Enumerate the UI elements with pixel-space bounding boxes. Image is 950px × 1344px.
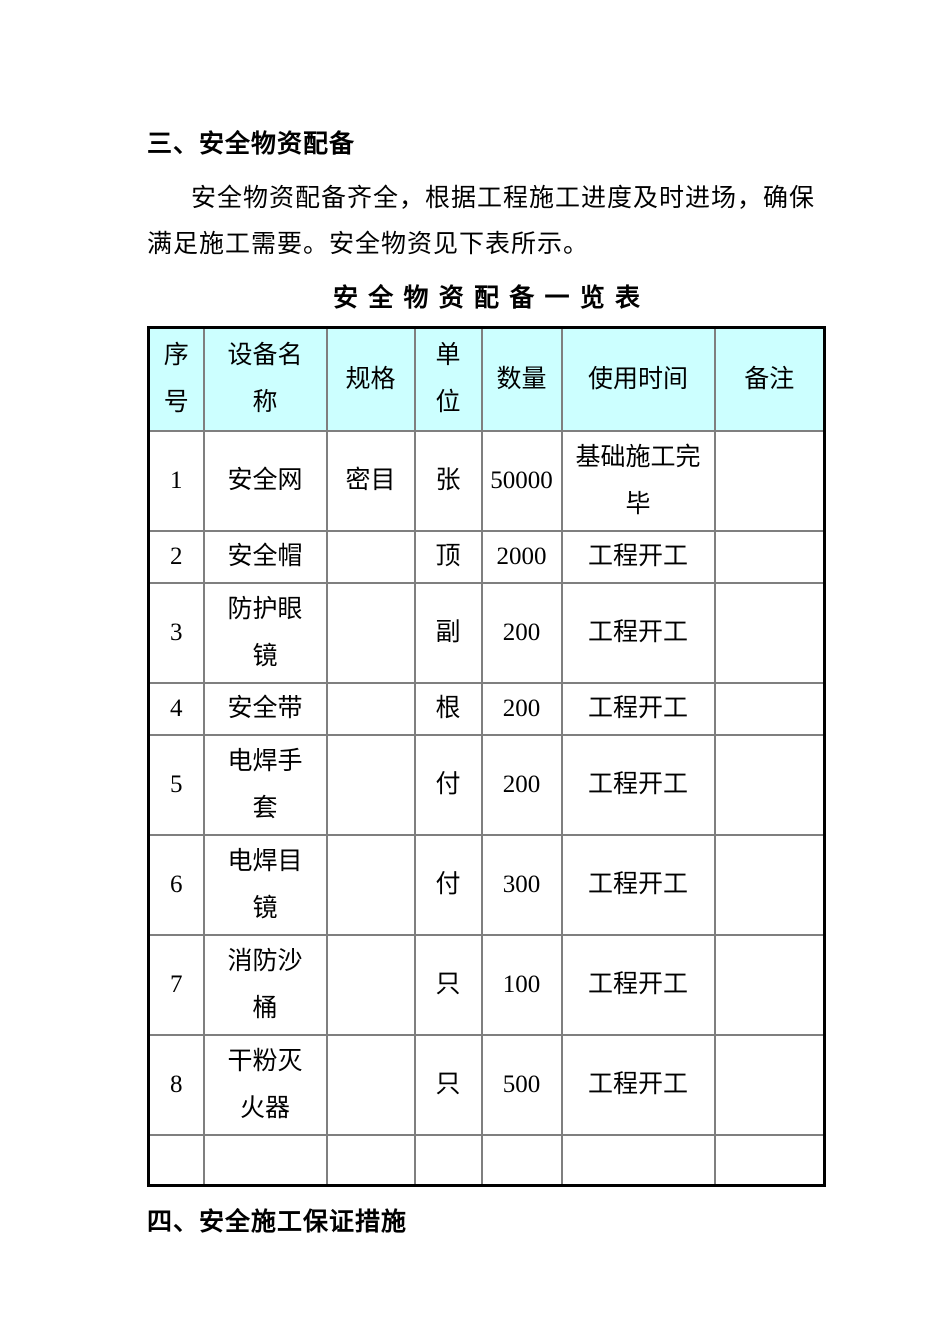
table-cell <box>325 681 416 736</box>
table-cell: 消防沙 桶 <box>202 933 328 1036</box>
table-cell: 8 <box>147 1033 205 1136</box>
table-cell: 干粉灭 火器 <box>202 1033 328 1136</box>
table-cell: 2000 <box>480 529 563 584</box>
table-cell: 付 <box>413 833 483 936</box>
table-cell: 500 <box>480 1033 563 1136</box>
paragraph-line: 满足施工需要。安全物资见下表所示。 <box>147 231 590 258</box>
header-cell-remarks: 备注 <box>713 326 826 432</box>
table-cell: 安全带 <box>202 681 328 736</box>
table-cell <box>325 833 416 936</box>
table-cell: 付 <box>413 733 483 836</box>
table-cell: 密目 <box>325 429 416 532</box>
table-title: 安 全 物 资 配 备 一 览 表 <box>332 285 642 312</box>
table-cell <box>325 529 416 584</box>
table-cell: 50000 <box>480 429 563 532</box>
table-cell: 200 <box>480 681 563 736</box>
table-cell: 防护眼 镜 <box>202 581 328 684</box>
table-cell: 300 <box>480 833 563 936</box>
table-cell: 根 <box>413 681 483 736</box>
table-cell <box>713 833 826 936</box>
table-cell: 工程开工 <box>560 529 716 584</box>
table-row: 5 电焊手 套 付 200 工程开工 <box>147 733 826 836</box>
intro-paragraph: 安全物资配备齐全，根据工程施工进度及时进场，确保 满足施工需要。安全物资见下表所… <box>147 176 828 268</box>
table-row: 3 防护眼 镜 副 200 工程开工 <box>147 581 826 684</box>
table-cell <box>325 581 416 684</box>
table-cell: 安全网 <box>202 429 328 532</box>
table-cell <box>713 933 826 1036</box>
table-cell: 电焊手 套 <box>202 733 328 836</box>
table-cell: 工程开工 <box>560 1033 716 1136</box>
table-cell: 安全帽 <box>202 529 328 584</box>
table-cell <box>713 429 826 532</box>
table-cell: 副 <box>413 581 483 684</box>
table-cell: 2 <box>147 529 205 584</box>
table-row: 4 安全带 根 200 工程开工 <box>147 681 826 736</box>
table-row: 2 安全帽 顶 2000 工程开工 <box>147 529 826 584</box>
table-cell <box>325 1133 416 1187</box>
table-cell <box>713 681 826 736</box>
table-cell: 100 <box>480 933 563 1036</box>
table-row <box>147 1133 826 1187</box>
header-cell-unit: 单 位 <box>413 326 483 432</box>
table-cell: 3 <box>147 581 205 684</box>
table-cell <box>713 1033 826 1136</box>
table-cell <box>325 933 416 1036</box>
table-header-row: 序 号 设备名 称 规格 单 位 数量 使用时间 备注 <box>147 326 826 432</box>
table-cell <box>713 1133 826 1187</box>
table-cell: 只 <box>413 933 483 1036</box>
table-cell: 1 <box>147 429 205 532</box>
table-cell: 200 <box>480 581 563 684</box>
table-cell <box>325 1033 416 1136</box>
table-cell: 200 <box>480 733 563 836</box>
table-cell: 只 <box>413 1033 483 1136</box>
table-cell <box>713 733 826 836</box>
table-cell: 4 <box>147 681 205 736</box>
header-cell-quantity: 数量 <box>480 326 563 432</box>
table-cell: 工程开工 <box>560 933 716 1036</box>
materials-table: 序 号 设备名 称 规格 单 位 数量 使用时间 备注 1 安全网 密目 张 5… <box>147 326 826 1187</box>
table-row: 7 消防沙 桶 只 100 工程开工 <box>147 933 826 1036</box>
table-cell: 基础施工完 毕 <box>560 429 716 532</box>
table-cell: 工程开工 <box>560 833 716 936</box>
header-cell-equipment-name: 设备名 称 <box>202 326 328 432</box>
table-cell: 顶 <box>413 529 483 584</box>
paragraph-line: 安全物资配备齐全，根据工程施工进度及时进场，确保 <box>191 185 816 212</box>
section-heading-3: 三、安全物资配备 <box>147 131 356 158</box>
table-cell: 工程开工 <box>560 581 716 684</box>
table-row: 6 电焊目 镜 付 300 工程开工 <box>147 833 826 936</box>
table-cell <box>560 1133 716 1187</box>
table-cell <box>480 1133 563 1187</box>
table-row: 1 安全网 密目 张 50000 基础施工完 毕 <box>147 429 826 532</box>
section-heading-4: 四、安全施工保证措施 <box>147 1209 408 1236</box>
table-cell <box>413 1133 483 1187</box>
table-row: 8 干粉灭 火器 只 500 工程开工 <box>147 1033 826 1136</box>
table-cell <box>713 581 826 684</box>
header-cell-spec: 规格 <box>325 326 416 432</box>
table-cell: 7 <box>147 933 205 1036</box>
table-cell <box>713 529 826 584</box>
table-cell: 工程开工 <box>560 681 716 736</box>
header-cell-usage-time: 使用时间 <box>560 326 716 432</box>
table-cell <box>147 1133 205 1187</box>
table-cell <box>202 1133 328 1187</box>
table-cell: 工程开工 <box>560 733 716 836</box>
table-cell: 6 <box>147 833 205 936</box>
document-page: 三、安全物资配备 安全物资配备齐全，根据工程施工进度及时进场，确保 满足施工需要… <box>147 130 828 1239</box>
table-cell: 5 <box>147 733 205 836</box>
header-cell-index: 序 号 <box>147 326 205 432</box>
table-cell: 张 <box>413 429 483 532</box>
table-cell: 电焊目 镜 <box>202 833 328 936</box>
table-cell <box>325 733 416 836</box>
